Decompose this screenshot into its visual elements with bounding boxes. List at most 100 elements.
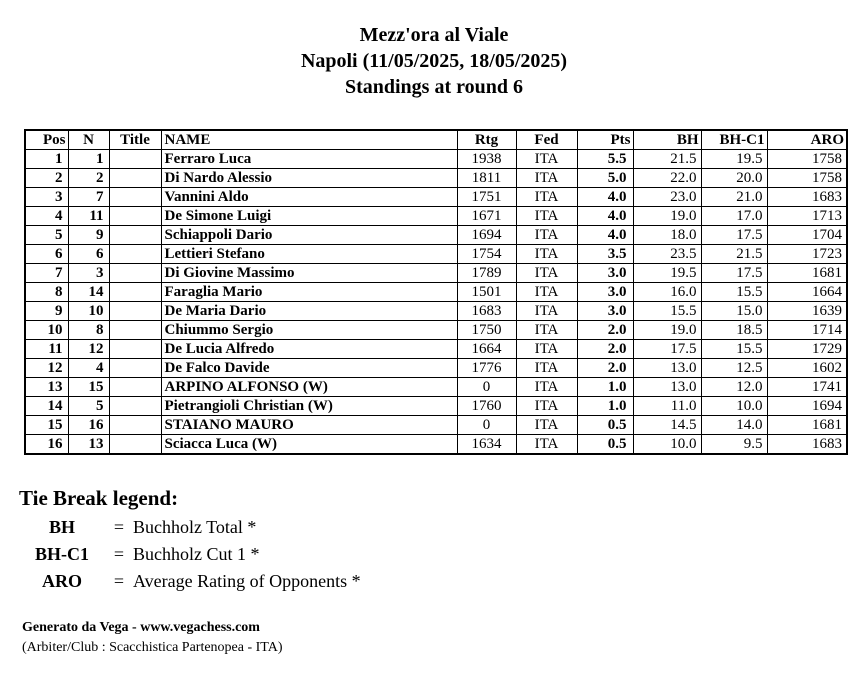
cell-pos: 8 <box>24 282 69 302</box>
column-header-bhc1: BH-C1 <box>700 129 768 150</box>
cell-pos: 16 <box>24 434 69 455</box>
cell-fed: ITA <box>515 225 578 245</box>
cell-rtg: 0 <box>456 415 517 435</box>
cell-rtg: 1634 <box>456 434 517 455</box>
cell-name: Lettieri Stefano <box>160 244 458 264</box>
table-row: 16 13 Sciacca Luca (W) 1634 ITA 0.5 10.0 9.5 168… <box>24 434 848 455</box>
cell-rtg: 1776 <box>456 358 517 378</box>
cell-title <box>108 377 162 397</box>
cell-pts: 0.5 <box>576 434 634 455</box>
cell-bh: 23.5 <box>632 244 702 264</box>
cell-n: 5 <box>67 396 110 416</box>
column-header-bh: BH <box>632 129 702 150</box>
cell-fed: ITA <box>515 377 578 397</box>
cell-fed: ITA <box>515 168 578 188</box>
cell-aro: 1704 <box>766 225 848 245</box>
cell-title <box>108 187 162 207</box>
cell-aro: 1713 <box>766 206 848 226</box>
cell-bhc1: 21.5 <box>700 244 768 264</box>
cell-bh: 21.5 <box>632 149 702 169</box>
cell-aro: 1602 <box>766 358 848 378</box>
cell-fed: ITA <box>515 263 578 283</box>
cell-fed: ITA <box>515 282 578 302</box>
cell-bh: 19.5 <box>632 263 702 283</box>
cell-name: Faraglia Mario <box>160 282 458 302</box>
cell-pts: 5.5 <box>576 149 634 169</box>
cell-bh: 13.0 <box>632 377 702 397</box>
tiebreak-term: ARO <box>42 571 82 591</box>
cell-bhc1: 18.5 <box>700 320 768 340</box>
cell-pos: 15 <box>24 415 69 435</box>
cell-pos: 9 <box>24 301 69 321</box>
cell-bhc1: 15.0 <box>700 301 768 321</box>
standings-round-title: Standings at round 6 <box>344 76 524 98</box>
cell-bh: 22.0 <box>632 168 702 188</box>
cell-pts: 4.0 <box>576 187 634 207</box>
column-header-fed: Fed <box>515 129 578 150</box>
table-row: 9 10 De Maria Dario 1683 ITA 3.0 15.5 15.0 1639 <box>24 301 848 321</box>
cell-pts: 5.0 <box>576 168 634 188</box>
tiebreak-legend: Tie Break legend: BH = Buchholz Total * BH-… <box>19 486 868 595</box>
cell-title <box>108 149 162 169</box>
table-row: 1 1 Ferraro Luca 1938 ITA 5.5 21.5 19.5 1758 <box>24 149 848 169</box>
cell-pos: 5 <box>24 225 69 245</box>
cell-aro: 1729 <box>766 339 848 359</box>
cell-rtg: 1664 <box>456 339 517 359</box>
cell-bhc1: 15.5 <box>700 282 768 302</box>
cell-title <box>108 396 162 416</box>
table-row: 10 8 Chiummo Sergio 1750 ITA 2.0 19.0 18.5 1714 <box>24 320 848 340</box>
cell-pos: 7 <box>24 263 69 283</box>
cell-pts: 2.0 <box>576 339 634 359</box>
equals-sign: = <box>113 544 125 564</box>
cell-name: De Lucia Alfredo <box>160 339 458 359</box>
table-row: 4 11 De Simone Luigi 1671 ITA 4.0 19.0 17.0 1713 <box>24 206 848 226</box>
cell-pts: 1.0 <box>576 377 634 397</box>
cell-name: De Simone Luigi <box>160 206 458 226</box>
cell-fed: ITA <box>515 415 578 435</box>
cell-name: Pietrangioli Christian (W) <box>160 396 458 416</box>
cell-pos: 2 <box>24 168 69 188</box>
cell-bhc1: 10.0 <box>700 396 768 416</box>
cell-name: Di Nardo Alessio <box>160 168 458 188</box>
generator-credit: Generato da Vega - www.vegachess.com <box>22 620 260 635</box>
cell-aro: 1723 <box>766 244 848 264</box>
cell-name: Chiummo Sergio <box>160 320 458 340</box>
column-header-rtg: Rtg <box>456 129 517 150</box>
cell-rtg: 1750 <box>456 320 517 340</box>
tiebreak-description: Buchholz Total * <box>133 517 257 537</box>
tiebreak-legend-items: BH = Buchholz Total * BH-C1 = Buchholz Cut 1 … <box>19 514 868 595</box>
tiebreak-term: BH <box>48 517 75 537</box>
cell-pts: 3.0 <box>576 301 634 321</box>
cell-name: Schiappoli Dario <box>160 225 458 245</box>
cell-bhc1: 20.0 <box>700 168 768 188</box>
cell-pts: 4.0 <box>576 225 634 245</box>
cell-title <box>108 434 162 455</box>
cell-n: 16 <box>67 415 110 435</box>
column-header-aro: ARO <box>766 129 848 150</box>
cell-n: 14 <box>67 282 110 302</box>
cell-pos: 3 <box>24 187 69 207</box>
cell-pos: 11 <box>24 339 69 359</box>
table-row: 5 9 Schiappoli Dario 1694 ITA 4.0 18.0 17.5 1704 <box>24 225 848 245</box>
cell-pts: 0.5 <box>576 415 634 435</box>
table-row: 14 5 Pietrangioli Christian (W) 1760 ITA 1.0 1… <box>24 396 848 416</box>
table-row: 13 15 ARPINO ALFONSO (W) 0 ITA 1.0 13.0 12.0 174… <box>24 377 848 397</box>
column-header-pts: Pts <box>576 129 634 150</box>
cell-fed: ITA <box>515 358 578 378</box>
table-row: 7 3 Di Giovine Massimo 1789 ITA 3.0 19.5 17.5 16… <box>24 263 848 283</box>
cell-bh: 10.0 <box>632 434 702 455</box>
cell-pts: 3.0 <box>576 282 634 302</box>
cell-bh: 11.0 <box>632 396 702 416</box>
cell-n: 12 <box>67 339 110 359</box>
cell-title <box>108 168 162 188</box>
cell-bh: 19.0 <box>632 206 702 226</box>
cell-n: 15 <box>67 377 110 397</box>
tiebreak-item: BH = Buchholz Total * <box>19 514 868 541</box>
cell-aro: 1683 <box>766 434 848 455</box>
cell-name: ARPINO ALFONSO (W) <box>160 377 458 397</box>
equals-sign: = <box>113 517 125 537</box>
cell-name: De Maria Dario <box>160 301 458 321</box>
cell-bh: 15.5 <box>632 301 702 321</box>
cell-bhc1: 14.0 <box>700 415 768 435</box>
